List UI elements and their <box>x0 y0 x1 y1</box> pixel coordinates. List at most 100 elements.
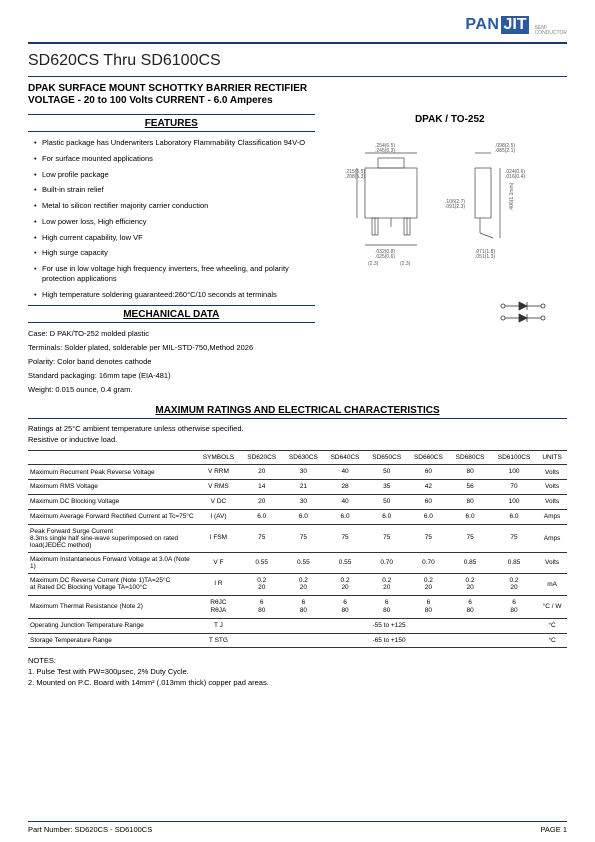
value-cell: 6.0 <box>241 509 283 524</box>
value-cell: 0.220 <box>449 573 491 596</box>
symbol-cell: T STG <box>196 633 241 648</box>
value-cell: 680 <box>408 596 450 619</box>
package-label: DPAK / TO-252 <box>333 114 567 125</box>
feature-item: Low power loss, High efficiency <box>34 217 315 227</box>
value-cell: 0.220 <box>283 573 325 596</box>
value-cell: 60 <box>408 494 450 509</box>
table-row: Operating Junction Temperature RangeT J-… <box>28 618 567 633</box>
mech-line: Case: D PAK/TO-252 molded plastic <box>28 329 567 338</box>
logo-jit: JIT <box>501 16 528 34</box>
value-cell: 14 <box>241 480 283 495</box>
value-cell: 80 <box>449 465 491 480</box>
maxratings-heading: MAXIMUM RATINGS AND ELECTRICAL CHARACTER… <box>28 402 567 419</box>
symbol-cell: V RMS <box>196 480 241 495</box>
table-row: Maximum DC Reverse Current (Note 1)TA=25… <box>28 573 567 596</box>
param-cell: Maximum DC Blocking Voltage <box>28 494 196 509</box>
table-row: Maximum Average Forward Rectified Curren… <box>28 509 567 524</box>
value-cell: 75 <box>366 524 408 552</box>
unit-cell: Volts <box>537 465 567 480</box>
table-row: Peak Forward Surge Current8.3ms single h… <box>28 524 567 552</box>
value-cell: 21 <box>283 480 325 495</box>
value-cell: 680 <box>241 596 283 619</box>
unit-cell: Volts <box>537 494 567 509</box>
top-rule <box>28 42 567 44</box>
value-cell: 680 <box>366 596 408 619</box>
logo-pan: PAN <box>465 16 499 34</box>
table-header-row: SYMBOLS SD620CS SD630CS SD640CS SD650CS … <box>28 451 567 465</box>
thin-rule <box>28 76 567 77</box>
value-cell: 60 <box>408 465 450 480</box>
notes-head: NOTES: <box>28 656 567 665</box>
col-part: SD660CS <box>408 451 450 465</box>
symbol-cell: V F <box>196 552 241 573</box>
diode-symbol <box>333 299 567 327</box>
symbol-cell: I FSM <box>196 524 241 552</box>
value-cell: 56 <box>449 480 491 495</box>
span-cell: -65 to +150 <box>241 633 537 648</box>
value-cell: 680 <box>449 596 491 619</box>
symbol-cell: T J <box>196 618 241 633</box>
value-cell: 6.0 <box>491 509 537 524</box>
svg-text:.051(1.3): .051(1.3) <box>475 254 495 260</box>
value-cell: 70 <box>491 480 537 495</box>
value-cell: 40 <box>324 494 366 509</box>
value-cell: 30 <box>283 494 325 509</box>
value-cell: 75 <box>283 524 325 552</box>
value-cell: 0.55 <box>241 552 283 573</box>
value-cell: 100 <box>491 465 537 480</box>
param-cell: Maximum Instantaneous Forward Voltage at… <box>28 552 196 573</box>
symbol-cell: V RRM <box>196 465 241 480</box>
value-cell: 80 <box>449 494 491 509</box>
value-cell: 0.85 <box>449 552 491 573</box>
param-cell: Peak Forward Surge Current8.3ms single h… <box>28 524 196 552</box>
value-cell: 100 <box>491 494 537 509</box>
value-cell: 42 <box>408 480 450 495</box>
col-units: UNITS <box>537 451 567 465</box>
mechanical-data: Case: D PAK/TO-252 molded plastic Termin… <box>28 329 567 394</box>
svg-text:.208(5.3): .208(5.3) <box>345 174 365 180</box>
brand-logo: PANJIT SEMICONDUCTOR <box>28 16 567 36</box>
subtitle-1: DPAK SURFACE MOUNT SCHOTTKY BARRIER RECT… <box>28 83 567 94</box>
span-cell: -55 to +125 <box>241 618 537 633</box>
value-cell: 20 <box>241 465 283 480</box>
mechanical-heading: MECHANICAL DATA <box>28 305 315 323</box>
value-cell: 75 <box>324 524 366 552</box>
footer-pagenum: PAGE 1 <box>540 825 567 834</box>
table-row: Storage Temperature RangeT STG-65 to +15… <box>28 633 567 648</box>
value-cell: 75 <box>491 524 537 552</box>
value-cell: 6.0 <box>324 509 366 524</box>
table-row: Maximum Recurrent Peak Reverse VoltageV … <box>28 465 567 480</box>
unit-cell: °C / W <box>537 596 567 619</box>
footer-partnum: Part Number: SD620CS - SD6100CS <box>28 825 152 834</box>
notes-block: NOTES: 1. Pulse Test with PW=300μsec, 2%… <box>28 656 567 687</box>
feature-item: Built-in strain relief <box>34 185 315 195</box>
ratings-intro-2: Resistive or inductive load. <box>28 435 567 444</box>
value-cell: 0.55 <box>324 552 366 573</box>
page-title: SD620CS Thru SD6100CS <box>28 52 567 70</box>
value-cell: 0.220 <box>366 573 408 596</box>
unit-cell: mA <box>537 573 567 596</box>
svg-text:.091(2.3): .091(2.3) <box>445 204 465 210</box>
value-cell: 6.0 <box>283 509 325 524</box>
value-cell: 680 <box>491 596 537 619</box>
value-cell: 680 <box>324 596 366 619</box>
page-footer: Part Number: SD620CS - SD6100CS PAGE 1 <box>28 821 567 834</box>
feature-item: For surface mounted applications <box>34 154 315 164</box>
table-row: Maximum Thermal Resistance (Note 2)RθJCR… <box>28 596 567 619</box>
svg-text:(2.3): (2.3) <box>400 261 411 267</box>
unit-cell: Volts <box>537 480 567 495</box>
value-cell: 6.0 <box>366 509 408 524</box>
param-cell: Maximum Recurrent Peak Reverse Voltage <box>28 465 196 480</box>
value-cell: 0.220 <box>491 573 537 596</box>
value-cell: 40 <box>324 465 366 480</box>
mech-line: Polarity: Color band denotes cathode <box>28 357 567 366</box>
col-part: SD650CS <box>366 451 408 465</box>
value-cell: 75 <box>408 524 450 552</box>
param-cell: Storage Temperature Range <box>28 633 196 648</box>
unit-cell: Amps <box>537 524 567 552</box>
feature-item: High temperature soldering guaranteed:26… <box>34 290 315 300</box>
value-cell: 680 <box>283 596 325 619</box>
symbol-cell: V DC <box>196 494 241 509</box>
value-cell: 0.220 <box>324 573 366 596</box>
note-1: 1. Pulse Test with PW=300μsec, 2% Duty C… <box>28 667 567 676</box>
